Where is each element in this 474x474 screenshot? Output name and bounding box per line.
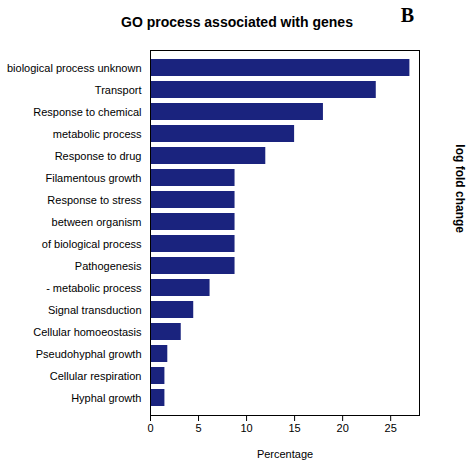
svg-text:Response to chemical: Response to chemical xyxy=(33,106,141,118)
svg-text:metabolic process: metabolic process xyxy=(53,128,142,140)
svg-text:- metabolic process: - metabolic process xyxy=(46,282,142,294)
svg-text:Response to stress: Response to stress xyxy=(47,194,142,206)
svg-text:20: 20 xyxy=(337,422,349,434)
svg-text:5: 5 xyxy=(195,422,201,434)
svg-text:biological process unknown: biological process unknown xyxy=(7,62,142,74)
html-text:B: B xyxy=(400,4,414,26)
svg-text:Cellular respiration: Cellular respiration xyxy=(50,370,142,382)
svg-text:0: 0 xyxy=(147,422,153,434)
svg-text:Pathogenesis: Pathogenesis xyxy=(75,260,142,272)
svg-text:between organism: between organism xyxy=(52,216,142,228)
html-text:GO process associated with gen: GO process associated with genes xyxy=(121,14,353,30)
svg-text:10: 10 xyxy=(240,422,252,434)
svg-text:Response to drug: Response to drug xyxy=(55,150,142,162)
svg-text:25: 25 xyxy=(385,422,397,434)
svg-text:15: 15 xyxy=(288,422,300,434)
svg-text:Signal transduction: Signal transduction xyxy=(48,304,142,316)
svg-text:of biological process: of biological process xyxy=(42,238,142,250)
svg-text:log fold change: log fold change xyxy=(453,144,467,233)
svg-text:Pseudohyphal growth: Pseudohyphal growth xyxy=(36,348,142,360)
svg-text:Percentage: Percentage xyxy=(257,448,313,460)
svg-text:Filamentous growth: Filamentous growth xyxy=(46,172,142,184)
svg-text:Transport: Transport xyxy=(95,84,142,96)
svg-text:Cellular homoeostasis: Cellular homoeostasis xyxy=(33,326,142,338)
svg-text:Hyphal growth: Hyphal growth xyxy=(71,392,141,404)
